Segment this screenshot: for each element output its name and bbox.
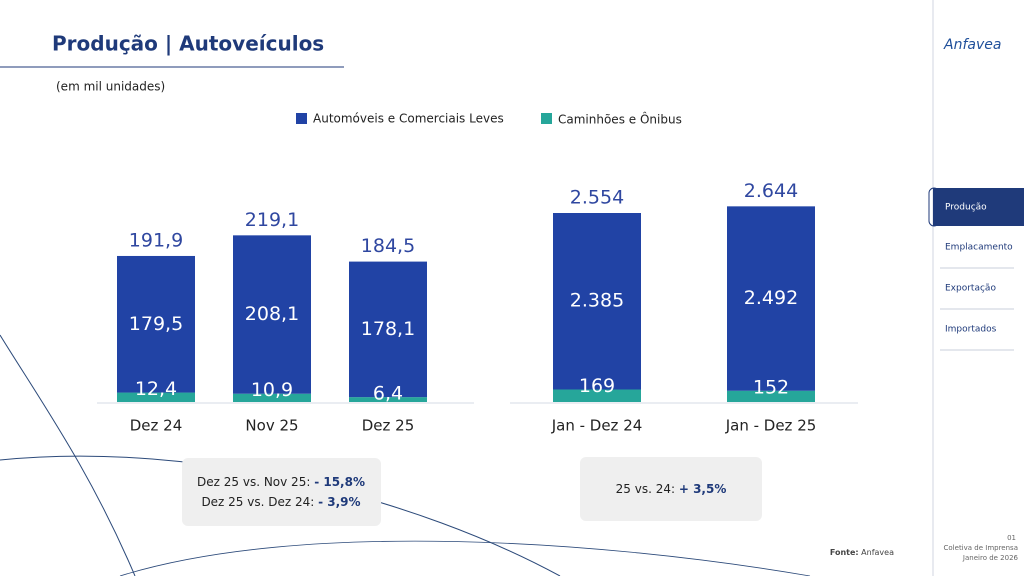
nav-active-tab — [928, 187, 940, 227]
bar-segment — [349, 261, 427, 398]
decor-curve — [0, 334, 136, 576]
decor-curve — [119, 540, 811, 576]
value-label: 179,5 — [129, 313, 183, 335]
comparison-line: Dez 25 vs. Nov 25: - 15,8% — [197, 475, 365, 489]
nav-item[interactable]: Emplacamento — [945, 243, 1013, 253]
legend-label: Automóveis e Comerciais Leves — [313, 112, 504, 126]
value-label: 152 — [753, 376, 789, 398]
total-label: 191,9 — [129, 229, 183, 251]
legend-swatch — [541, 113, 552, 124]
comparison-box — [182, 458, 381, 526]
x-tick-label: Nov 25 — [245, 417, 298, 435]
bar-segment — [117, 392, 195, 402]
bar-segment — [117, 255, 195, 393]
bar-segment — [727, 206, 815, 391]
logo: Anfavea — [943, 37, 1001, 53]
comparison-line: Dez 25 vs. Dez 24: - 3,9% — [201, 495, 360, 509]
total-label: 2.554 — [570, 187, 624, 209]
page-number: 01 — [1007, 534, 1016, 542]
source: Fonte: Anfavea — [830, 548, 894, 557]
x-tick-label: Dez 24 — [130, 417, 183, 435]
legend-label: Caminhões e Ônibus — [558, 112, 682, 127]
title: Produção | Autoveículos — [52, 32, 324, 56]
nav-item[interactable]: Exportação — [945, 284, 996, 294]
x-tick-label: Jan - Dez 25 — [725, 417, 817, 435]
footer-line: Coletiva de Imprensa — [944, 544, 1018, 552]
x-tick-label: Dez 25 — [362, 417, 415, 435]
total-label: 184,5 — [361, 235, 415, 257]
bar-segment — [553, 389, 641, 402]
value-label: 2.385 — [570, 290, 624, 312]
comparison-line: 25 vs. 24: + 3,5% — [616, 482, 727, 496]
bar-segment — [349, 397, 427, 402]
nav-item[interactable]: Importados — [945, 325, 997, 335]
value-label: 178,1 — [361, 318, 415, 340]
value-label: 6,4 — [373, 383, 403, 405]
value-label: 10,9 — [251, 379, 293, 401]
nav-item[interactable]: Produção — [945, 203, 987, 213]
x-tick-label: Jan - Dez 24 — [551, 417, 643, 435]
nav-active-bg — [933, 188, 1024, 226]
legend-swatch — [296, 113, 307, 124]
value-label: 169 — [579, 375, 615, 397]
value-label: 12,4 — [135, 378, 177, 400]
bar-segment — [727, 390, 815, 402]
value-label: 2.492 — [744, 287, 798, 309]
total-label: 2.644 — [744, 180, 798, 202]
value-label: 208,1 — [245, 303, 299, 325]
bar-segment — [233, 235, 311, 394]
total-label: 219,1 — [245, 209, 299, 231]
bar-segment — [233, 393, 311, 402]
subtitle: (em mil unidades) — [56, 80, 165, 94]
bar-segment — [553, 213, 641, 390]
comparison-box — [580, 457, 762, 521]
footer-line: Janeiro de 2026 — [962, 554, 1019, 562]
